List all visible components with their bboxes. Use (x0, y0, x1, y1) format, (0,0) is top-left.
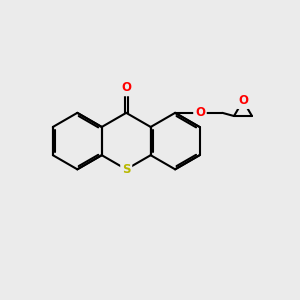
Text: O: O (238, 94, 248, 107)
Text: O: O (121, 82, 131, 94)
Text: O: O (195, 106, 205, 119)
Text: S: S (122, 163, 130, 176)
